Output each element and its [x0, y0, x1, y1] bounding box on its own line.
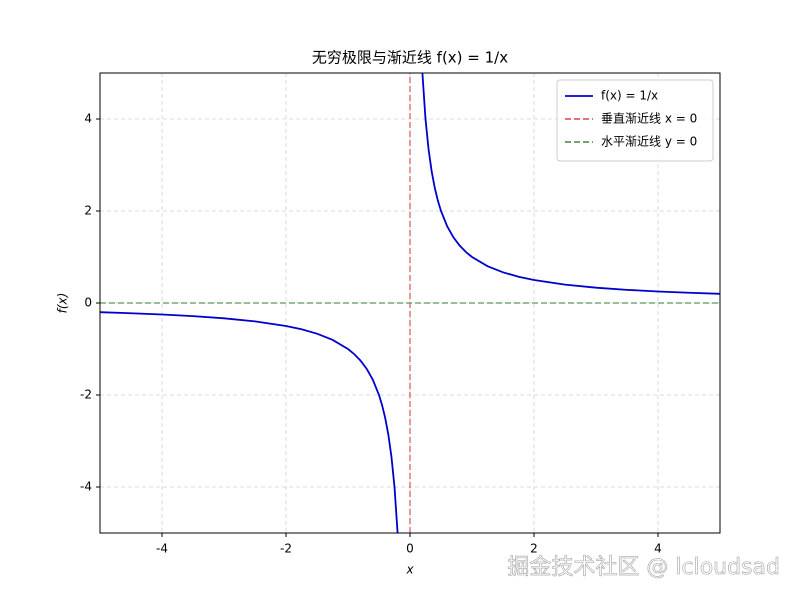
x-tick-label: 0 — [406, 542, 414, 556]
y-tick-label: 2 — [84, 204, 92, 218]
x-tick-label: 2 — [530, 542, 538, 556]
legend-label: 垂直渐近线 x = 0 — [601, 112, 697, 126]
plot-frame — [99, 72, 721, 534]
y-tick-label: 4 — [84, 112, 92, 126]
legend-label: f(x) = 1/x — [601, 89, 658, 103]
y-tick-label: -4 — [80, 480, 92, 494]
legend: f(x) = 1/x 垂直渐近线 x = 0 水平渐近线 y = 0 — [556, 79, 714, 162]
x-tick-label: -4 — [156, 542, 168, 556]
legend-label: 水平渐近线 y = 0 — [601, 135, 697, 149]
x-tick-label: 4 — [654, 542, 662, 556]
series-line — [100, 73, 720, 533]
x-axis-label: x — [405, 563, 414, 577]
x-tick-label: -2 — [280, 542, 292, 556]
y-tick-label: 0 — [84, 296, 92, 310]
legend-box — [556, 79, 714, 162]
y-tick-label: -2 — [80, 388, 92, 402]
y-axis-label: f(x) — [56, 293, 70, 314]
plot-area — [100, 73, 720, 533]
chart-title: 无穷极限与渐近线 f(x) = 1/x — [312, 49, 508, 67]
watermark: 掘金技术社区 @ lcloudsad — [507, 555, 780, 580]
